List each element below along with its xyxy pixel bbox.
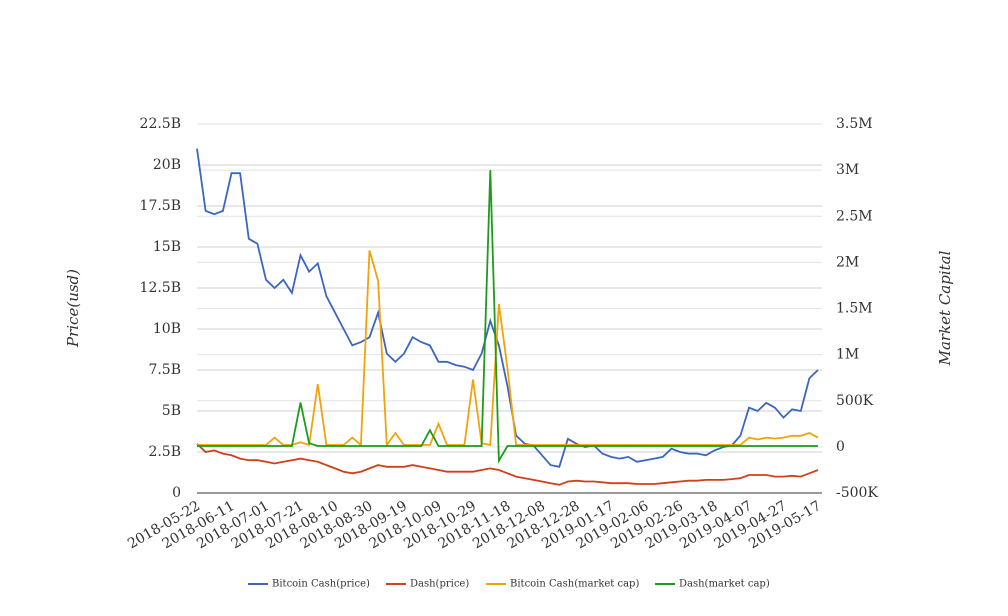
y2-tick-label: 0 — [836, 439, 845, 455]
line-series — [197, 170, 818, 464]
y-tick-label: 15B — [153, 239, 181, 255]
line-series — [196, 148, 819, 468]
legend-label: Bitcoin Cash(price) — [272, 579, 370, 590]
line-series — [197, 250, 819, 448]
legend-label: Bitcoin Cash(market cap) — [510, 579, 639, 590]
y2-tick-label: 3M — [836, 162, 859, 178]
legend-label: Dash(market cap) — [679, 579, 770, 590]
y-tick-label: 7.5B — [148, 362, 181, 378]
y-axis-title: Price(usd) — [64, 269, 82, 348]
y2-tick-label: 3.5M — [836, 116, 873, 132]
y-tick-label: 22.5B — [140, 116, 181, 132]
y2-axis-title: Market Capital — [936, 250, 954, 366]
y2-tick-label: 1.5M — [836, 301, 873, 317]
line-series — [196, 443, 819, 486]
y2-tick-label: 500K — [836, 393, 874, 409]
y-tick-label: 20B — [153, 157, 181, 173]
y-tick-label: 2.5B — [148, 444, 181, 460]
y-tick-label: 0 — [172, 485, 181, 501]
y2-tick-label: 2.5M — [836, 208, 873, 224]
y2-tick-label: -500K — [836, 485, 878, 501]
y-tick-label: 17.5B — [140, 198, 181, 214]
y-tick-label: 10B — [153, 321, 181, 337]
y-tick-label: 12.5B — [140, 280, 181, 296]
y2-tick-label: 2M — [836, 254, 859, 270]
legend-label: Dash(price) — [410, 579, 469, 590]
y2-tick-label: 1M — [836, 347, 859, 363]
y-tick-label: 5B — [162, 403, 181, 419]
